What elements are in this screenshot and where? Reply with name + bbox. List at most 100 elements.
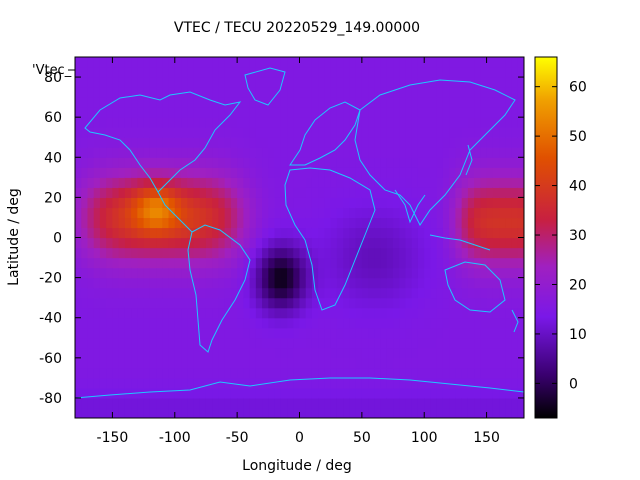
heatmap-cell xyxy=(442,297,450,309)
heatmap-cell xyxy=(449,277,457,289)
heatmap-cell xyxy=(218,137,226,148)
heatmap-cell xyxy=(218,147,226,158)
heatmap-cell xyxy=(168,117,176,128)
heatmap-cell xyxy=(93,227,101,239)
heatmap-cell xyxy=(455,337,463,349)
heatmap-cell xyxy=(255,107,263,118)
heatmap-cell xyxy=(237,187,244,198)
heatmap-cell xyxy=(230,237,238,249)
heatmap-cell xyxy=(262,317,269,329)
heatmap-cell xyxy=(230,287,238,299)
heatmap-cell xyxy=(505,257,513,269)
heatmap-cell xyxy=(268,277,276,289)
heatmap-cell xyxy=(81,377,89,389)
heatmap-cell xyxy=(162,327,170,339)
heatmap-cell xyxy=(467,307,475,319)
heatmap-cell xyxy=(405,237,413,249)
heatmap-cell xyxy=(75,347,82,359)
heatmap-cell xyxy=(343,107,350,118)
heatmap-cell xyxy=(467,267,475,279)
heatmap-cell xyxy=(212,137,220,148)
chart-title: VTEC / TECU 20220529_149.00000 xyxy=(174,20,420,36)
heatmap-cell xyxy=(374,357,382,369)
heatmap-cell xyxy=(274,377,282,389)
heatmap-cell xyxy=(480,197,488,209)
heatmap-cell xyxy=(124,127,132,138)
heatmap-cell xyxy=(156,177,163,188)
heatmap-cell xyxy=(162,147,170,158)
heatmap-cell xyxy=(455,137,463,148)
heatmap-cell xyxy=(143,337,151,349)
heatmap-cell xyxy=(355,237,363,249)
heatmap-cell xyxy=(237,157,244,168)
heatmap-cell xyxy=(336,147,344,158)
heatmap-cell xyxy=(305,87,313,98)
heatmap-cell xyxy=(480,57,488,68)
heatmap-cell xyxy=(368,127,375,138)
heatmap-cell xyxy=(118,57,126,68)
heatmap-cell xyxy=(442,287,450,299)
heatmap-cell xyxy=(424,297,432,309)
heatmap-cell xyxy=(442,77,450,88)
heatmap-cell xyxy=(156,227,163,239)
heatmap-cell xyxy=(499,67,506,78)
heatmap-cell xyxy=(442,147,450,158)
heatmap-cell xyxy=(474,407,481,418)
heatmap-cell xyxy=(349,377,357,389)
heatmap-cell xyxy=(430,167,438,178)
heatmap-cell xyxy=(449,337,457,349)
heatmap-cell xyxy=(436,267,444,279)
heatmap-cell xyxy=(430,287,438,299)
heatmap-cell xyxy=(112,217,120,229)
heatmap-cell xyxy=(386,287,394,299)
heatmap-cell xyxy=(417,257,425,269)
heatmap-cell xyxy=(424,317,432,329)
heatmap-cell xyxy=(499,237,506,249)
heatmap-cell xyxy=(174,177,182,188)
heatmap-cell xyxy=(199,397,207,409)
heatmap-cell xyxy=(386,377,394,389)
heatmap-cell xyxy=(336,97,344,108)
heatmap-cell xyxy=(168,207,176,219)
heatmap-cell xyxy=(255,77,263,88)
heatmap-cell xyxy=(75,367,82,379)
heatmap-cell xyxy=(467,237,475,249)
heatmap-cell xyxy=(399,387,407,399)
heatmap-cell xyxy=(399,57,407,68)
heatmap-cell xyxy=(417,347,425,359)
heatmap-cell xyxy=(442,217,450,229)
heatmap-cell xyxy=(343,307,350,319)
heatmap-cell xyxy=(174,377,182,389)
heatmap-cell xyxy=(411,397,419,409)
heatmap-cell xyxy=(87,67,95,78)
heatmap-cell xyxy=(93,387,101,399)
heatmap-cell xyxy=(280,87,288,98)
heatmap-cell xyxy=(505,67,513,78)
heatmap-cell xyxy=(368,357,375,369)
heatmap-cell xyxy=(386,57,394,68)
heatmap-cell xyxy=(380,307,388,319)
heatmap-cell xyxy=(299,227,307,239)
heatmap-cell xyxy=(449,207,457,219)
heatmap-cell xyxy=(455,257,463,269)
heatmap-cell xyxy=(336,107,344,118)
heatmap-cell xyxy=(75,377,82,389)
heatmap-cell xyxy=(255,87,263,98)
heatmap-cell xyxy=(442,307,450,319)
heatmap-cell xyxy=(517,87,524,98)
heatmap-cell xyxy=(87,297,95,309)
heatmap-cell xyxy=(106,117,114,128)
heatmap-cell xyxy=(237,117,244,128)
heatmap-cell xyxy=(156,367,163,379)
heatmap-cell xyxy=(386,207,394,219)
heatmap-cell xyxy=(162,107,170,118)
heatmap-cell xyxy=(193,197,201,209)
heatmap-cell xyxy=(274,67,282,78)
heatmap-cell xyxy=(318,177,326,188)
heatmap-cell xyxy=(299,107,307,118)
heatmap-cell xyxy=(486,347,494,359)
heatmap-cell xyxy=(299,117,307,128)
heatmap-cell xyxy=(168,277,176,289)
heatmap-cell xyxy=(368,117,375,128)
